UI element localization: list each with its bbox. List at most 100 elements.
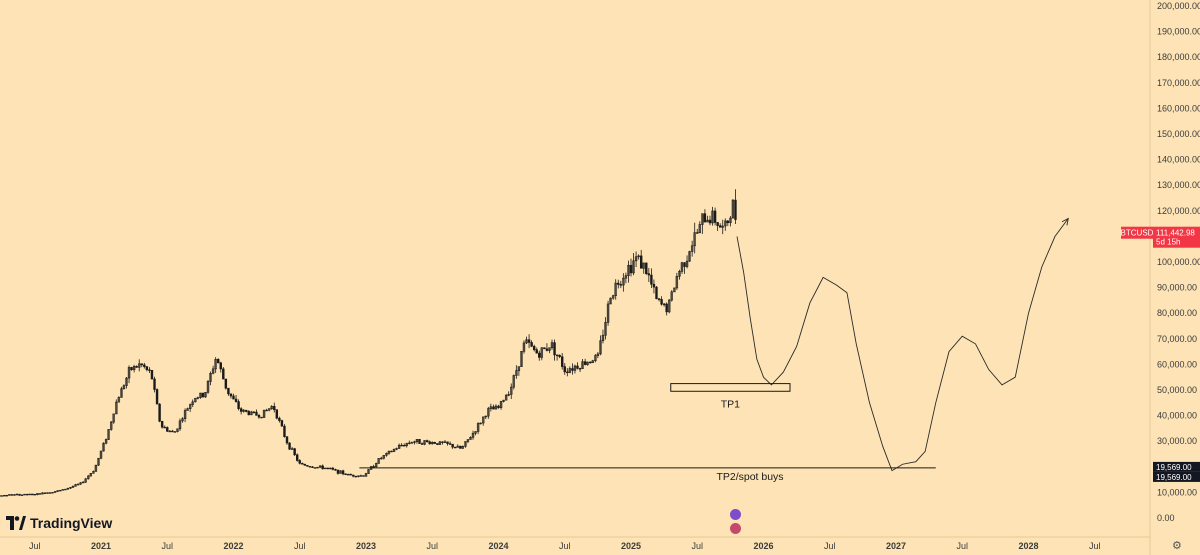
candle-body — [438, 441, 442, 445]
candle-body — [576, 365, 579, 369]
candle-body — [690, 245, 694, 252]
candle-body — [234, 398, 238, 402]
x-tick-label: 2024 — [488, 541, 508, 551]
candle-body — [120, 388, 123, 398]
candle-body — [448, 443, 452, 445]
candle-body — [673, 287, 676, 293]
candle-body — [665, 303, 668, 313]
candle-body — [71, 485, 75, 488]
candle-body — [627, 264, 630, 276]
candle-body — [642, 262, 645, 269]
candle-body — [181, 418, 184, 422]
candle-body — [499, 401, 503, 408]
candle-body — [46, 492, 49, 494]
candle-body — [510, 386, 513, 395]
candle-body — [275, 409, 279, 419]
candle-body — [675, 275, 679, 289]
candle-body — [211, 368, 215, 374]
candle-body — [629, 264, 633, 274]
level-badge-1 — [1153, 461, 1200, 472]
candle-body — [441, 441, 444, 443]
candle-body — [357, 475, 360, 477]
candle-body — [397, 444, 401, 449]
candle-body — [645, 262, 648, 274]
candle-body — [461, 446, 465, 449]
candle-body — [611, 295, 615, 299]
candle-body — [239, 408, 243, 412]
candle-body — [334, 469, 337, 471]
level-badge-2-text: 19,569.00 — [1156, 473, 1192, 482]
candle-body — [135, 366, 138, 368]
candle-body — [155, 389, 159, 405]
candle-body — [36, 493, 39, 496]
candle-body — [188, 404, 192, 409]
tradingview-logo-icon — [6, 516, 26, 530]
tp2-label: TP2/spot buys — [716, 471, 783, 483]
candle-body — [326, 467, 329, 470]
candle-body — [280, 420, 284, 427]
candle-body — [660, 299, 663, 305]
y-tick-label: 150,000.00 — [1157, 129, 1200, 139]
candle-body — [716, 222, 719, 226]
candle-body — [678, 271, 681, 277]
candle-body — [604, 322, 607, 336]
candle-body — [158, 403, 161, 422]
y-tick-label: 10,000.00 — [1157, 487, 1197, 497]
candle-body — [563, 366, 566, 373]
candle-body — [290, 448, 294, 450]
candle-body — [23, 493, 26, 496]
candle-body — [341, 470, 345, 475]
candle-body — [540, 347, 544, 358]
candle-body — [662, 303, 666, 306]
candle-body — [390, 450, 393, 453]
candle-body — [670, 291, 673, 301]
candle-body — [423, 440, 426, 445]
candle-body — [222, 368, 225, 380]
projection-path — [736, 218, 1069, 472]
candle-body — [359, 475, 363, 477]
symbol-badge-text: BTCUSD — [1121, 229, 1154, 238]
candle-body — [553, 342, 556, 356]
x-tick-label: Jul — [956, 541, 968, 551]
candle-body — [313, 467, 317, 469]
candle-body — [265, 409, 268, 412]
candle-body — [683, 262, 686, 267]
y-tick-label: 50,000.00 — [1157, 385, 1197, 395]
candle-body — [138, 363, 141, 368]
candle-body — [66, 487, 70, 490]
candle-body — [550, 342, 554, 349]
candle-body — [191, 401, 194, 405]
candle-body — [680, 262, 684, 272]
candle-body — [186, 408, 189, 411]
candle-body — [443, 441, 447, 443]
candle-body — [420, 443, 424, 445]
candle-body — [456, 445, 459, 448]
settings-icon[interactable]: ⚙ — [1172, 539, 1182, 552]
candle-body — [545, 348, 549, 351]
candle-body — [13, 494, 16, 496]
tradingview-logo[interactable]: TradingView — [6, 515, 112, 531]
candle-body — [257, 415, 261, 418]
candle-body — [535, 349, 538, 354]
candle-body — [168, 430, 171, 433]
candle-body — [734, 199, 737, 220]
projection-arrowhead — [1061, 217, 1069, 226]
candle-body — [433, 442, 436, 444]
candle-body — [127, 367, 131, 379]
candle-body — [33, 493, 36, 496]
candle-body — [555, 354, 559, 356]
candle-body — [224, 378, 228, 389]
tp1-label: TP1 — [721, 398, 740, 410]
candle-body — [104, 439, 108, 444]
candle-body — [685, 260, 689, 267]
candle-body — [250, 411, 253, 416]
candle-body — [260, 416, 263, 419]
candle-body — [380, 457, 383, 460]
candle-body — [81, 481, 85, 484]
flash-icon[interactable] — [730, 509, 741, 520]
candle-body — [711, 210, 714, 224]
candle-body — [94, 464, 98, 472]
candle-body — [431, 442, 434, 445]
y-tick-label: 170,000.00 — [1157, 78, 1200, 88]
